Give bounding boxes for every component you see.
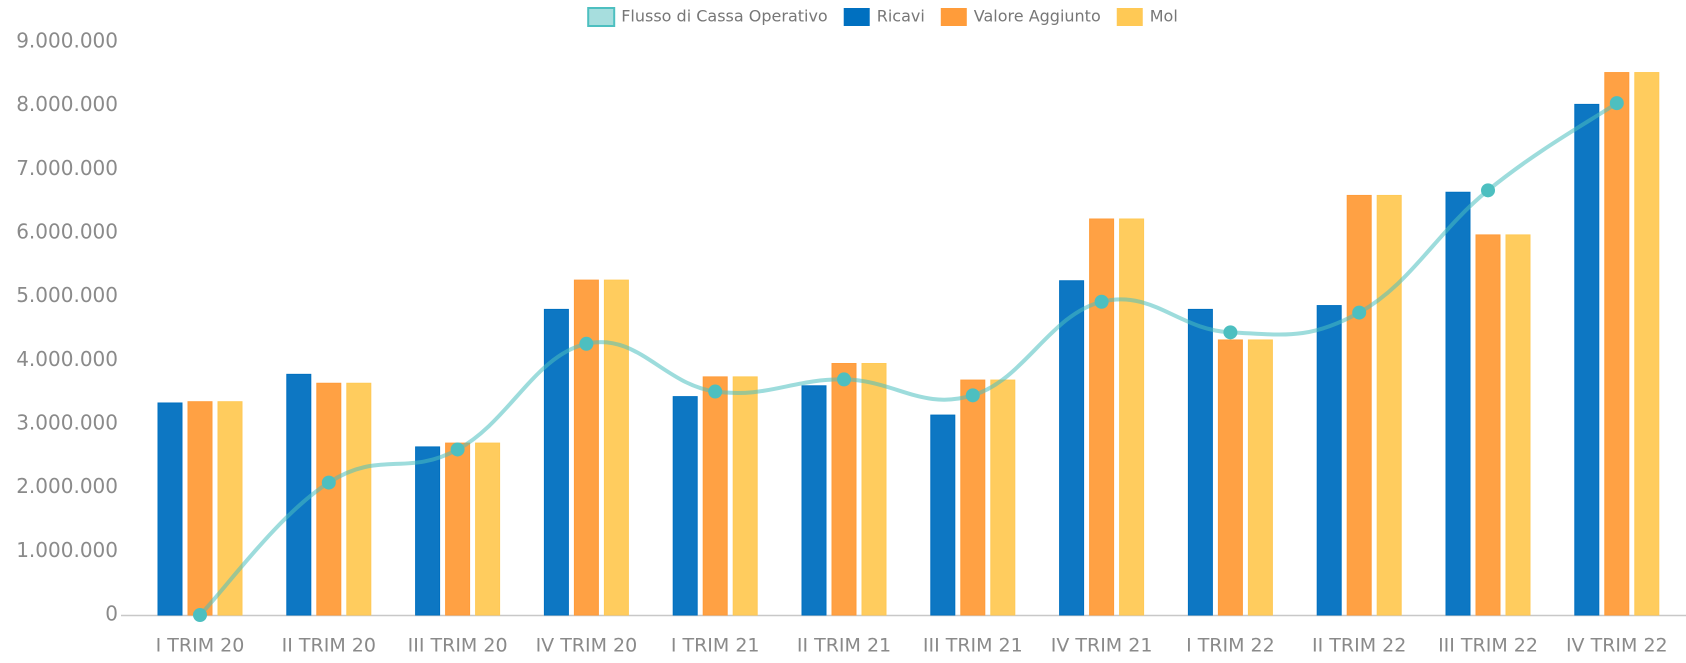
x-tick-label: III TRIM 20 [408, 635, 508, 657]
bar [347, 383, 371, 615]
page: {"chart_data": {"type": "bar", "categori… [0, 0, 1686, 663]
bar [1218, 340, 1242, 615]
chart: 0 1.000.000 2.000.000 3.000.000 4.000.000 5.0… [0, 0, 1686, 663]
legend-label: Ricavi [877, 7, 925, 26]
bar [317, 383, 341, 615]
bar [1347, 195, 1371, 615]
line-point [1481, 183, 1495, 197]
x-tick-label: IV TRIM 20 [536, 635, 638, 657]
line-point [451, 442, 465, 456]
x-tick-label: IV TRIM 21 [1051, 635, 1153, 657]
line [200, 103, 1617, 615]
bar [673, 397, 697, 615]
line-point [1095, 295, 1109, 309]
line-point [1352, 306, 1366, 320]
bar [574, 280, 598, 615]
y-tick-label: 4.000.000 [16, 347, 118, 371]
x-tick-label: II TRIM 20 [282, 635, 376, 657]
bar [1377, 195, 1401, 615]
y-tick-label: 5.000.000 [16, 283, 118, 307]
bar [961, 380, 985, 615]
legend-label: Mol [1150, 7, 1178, 26]
bar [1120, 219, 1144, 615]
bar [1060, 281, 1084, 615]
y-tick-label: 0 [105, 602, 118, 626]
bar [802, 386, 826, 615]
bar [188, 402, 212, 615]
bar [1446, 192, 1470, 615]
bar [931, 415, 955, 615]
bar [1506, 235, 1530, 615]
bar [703, 377, 727, 615]
legend-swatch [844, 8, 870, 26]
y-tick-label: 7.000.000 [16, 156, 118, 180]
x-tick-label: I TRIM 22 [1186, 635, 1275, 657]
bar [733, 377, 757, 615]
x-tick-label: IV TRIM 22 [1566, 635, 1668, 657]
bar [1090, 219, 1114, 615]
bar [1575, 104, 1599, 615]
line-point [837, 372, 851, 386]
y-tick-label: 6.000.000 [16, 220, 118, 244]
legend-label: Flusso di Cassa Operativo [621, 7, 828, 26]
legend-swatch [588, 8, 614, 26]
bar [416, 447, 440, 615]
bar [158, 403, 182, 615]
bar [446, 443, 470, 615]
legend: Flusso di Cassa Operativo Ricavi Valore Ag… [588, 7, 1178, 27]
legend-label: Valore Aggiunto [974, 7, 1101, 26]
line-point [966, 388, 980, 402]
bar [287, 374, 311, 615]
x-tick-label: I TRIM 20 [156, 635, 245, 657]
y-tick-label: 1.000.000 [16, 538, 118, 562]
y-tick-label: 3.000.000 [16, 411, 118, 435]
y-tick-label: 8.000.000 [16, 92, 118, 116]
line-point [1610, 96, 1624, 110]
line-point [322, 476, 336, 490]
x-tick-label: III TRIM 22 [1438, 635, 1538, 657]
bar [604, 280, 628, 615]
bar [862, 364, 886, 615]
legend-swatch [1117, 8, 1143, 26]
bar [476, 443, 500, 615]
line-point [1223, 325, 1237, 339]
x-tick-label: III TRIM 21 [923, 635, 1023, 657]
bar [1605, 73, 1629, 615]
line-point [193, 608, 207, 622]
y-tick-label: 2.000.000 [16, 474, 118, 498]
legend-swatch [941, 8, 967, 26]
bar [1317, 306, 1341, 615]
x-tick-label: II TRIM 21 [797, 635, 891, 657]
line-point [579, 337, 593, 351]
line-point [708, 385, 722, 399]
bar [1188, 309, 1212, 615]
bar [991, 380, 1015, 615]
bar [544, 309, 568, 615]
bar [1248, 340, 1272, 615]
bar [1476, 235, 1500, 615]
y-tick-label: 9.000.000 [16, 29, 118, 53]
x-tick-label: I TRIM 21 [671, 635, 760, 657]
bar [832, 364, 856, 615]
bar [1635, 73, 1659, 615]
x-tick-label: II TRIM 22 [1312, 635, 1406, 657]
